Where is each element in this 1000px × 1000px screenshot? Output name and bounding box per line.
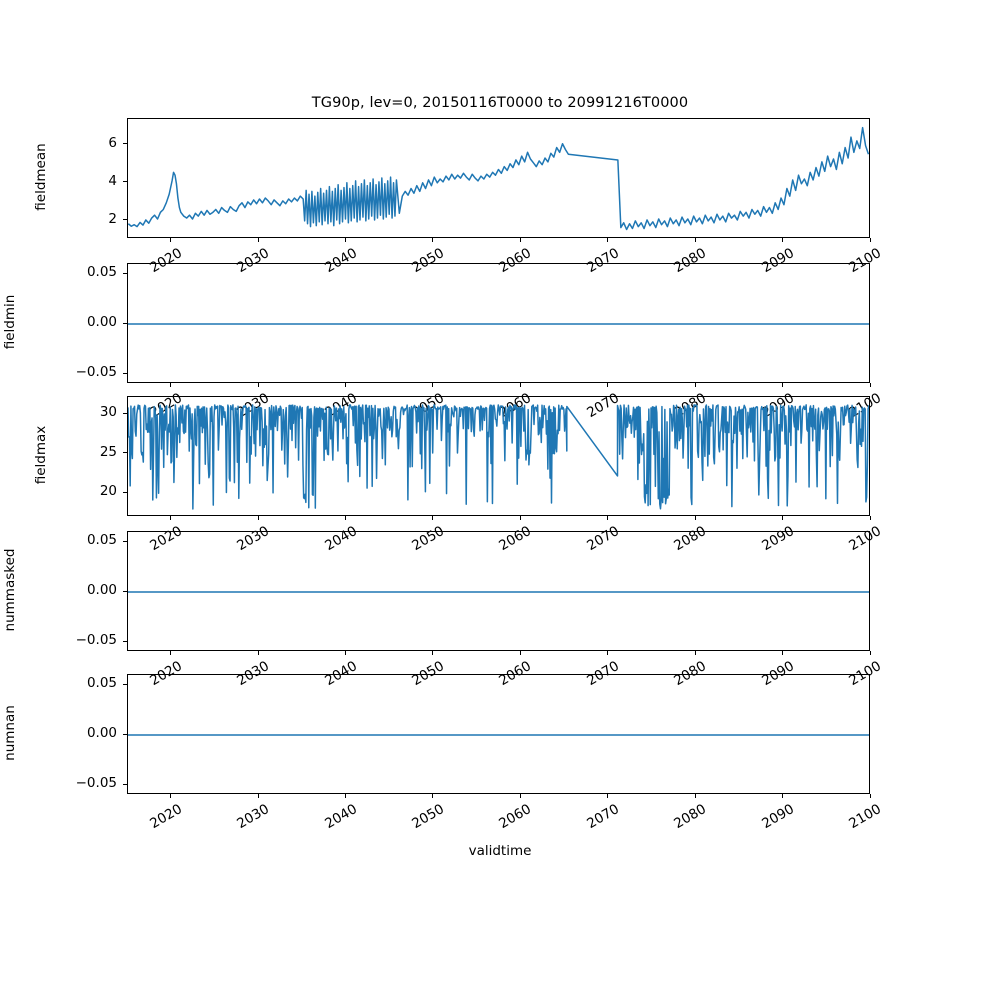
x-tick-mark xyxy=(432,516,434,521)
x-tick-mark xyxy=(345,383,347,388)
figure-title: TG90p, lev=0, 20150116T0000 to 20991216T… xyxy=(311,95,689,111)
y-tick-label: 4 xyxy=(108,172,117,189)
y-tick-mark xyxy=(122,219,127,221)
x-tick-mark xyxy=(782,383,784,388)
x-tick-mark xyxy=(432,651,434,656)
y-tick-mark xyxy=(122,372,127,374)
x-tick-mark xyxy=(345,651,347,656)
x-tick-mark xyxy=(607,516,609,521)
y-tick-label: −0.05 xyxy=(75,775,117,791)
y-tick-label: −0.05 xyxy=(75,632,117,648)
y-tick-label: 0.05 xyxy=(86,532,117,548)
x-tick-mark xyxy=(782,794,784,799)
y-tick-mark xyxy=(122,783,127,785)
x-tick-mark xyxy=(257,383,259,388)
y-tick-label: 0.00 xyxy=(86,582,117,598)
y-axis-label-fieldmean: fieldmean xyxy=(33,143,49,211)
x-tick-mark xyxy=(607,383,609,388)
x-tick-mark xyxy=(869,238,871,243)
x-tick-mark xyxy=(432,238,434,243)
plot-panel-fieldmean xyxy=(127,118,870,238)
x-tick-mark xyxy=(257,238,259,243)
x-tick-mark xyxy=(257,794,259,799)
x-tick-mark xyxy=(694,651,696,656)
x-tick-mark xyxy=(432,383,434,388)
y-axis-label-fieldmax: fieldmax xyxy=(33,425,49,485)
x-tick-mark xyxy=(782,651,784,656)
x-tick-mark xyxy=(519,238,521,243)
y-tick-mark xyxy=(122,733,127,735)
y-tick-mark xyxy=(122,181,127,183)
x-tick-mark xyxy=(694,383,696,388)
y-tick-mark xyxy=(122,322,127,324)
x-tick-mark xyxy=(257,516,259,521)
y-tick-label: 2 xyxy=(108,210,117,227)
x-tick-mark xyxy=(519,794,521,799)
y-tick-label: 6 xyxy=(108,134,117,151)
y-tick-label: 20 xyxy=(99,483,117,500)
plot-panel-numnan xyxy=(127,674,870,794)
x-tick-mark xyxy=(782,516,784,521)
plot-panel-fieldmax xyxy=(127,396,870,516)
y-tick-label: 30 xyxy=(99,404,117,421)
x-tick-mark xyxy=(345,794,347,799)
x-tick-mark xyxy=(519,383,521,388)
x-tick-mark xyxy=(869,651,871,656)
x-tick-mark xyxy=(782,238,784,243)
y-tick-mark xyxy=(122,143,127,145)
y-tick-label: 0.00 xyxy=(86,725,117,741)
x-tick-mark xyxy=(519,651,521,656)
data-line-fieldmean xyxy=(128,126,869,231)
x-tick-mark xyxy=(694,238,696,243)
y-tick-label: 0.00 xyxy=(86,314,117,330)
x-tick-mark xyxy=(345,238,347,243)
x-tick-mark xyxy=(432,794,434,799)
x-tick-mark xyxy=(170,794,172,799)
plot-panel-fieldmin xyxy=(127,263,870,383)
x-tick-mark xyxy=(869,794,871,799)
x-tick-mark xyxy=(519,516,521,521)
y-tick-label: −0.05 xyxy=(75,364,117,380)
x-tick-mark xyxy=(345,516,347,521)
y-tick-mark xyxy=(122,683,127,685)
x-tick-mark xyxy=(257,651,259,656)
y-tick-mark xyxy=(122,272,127,274)
y-tick-mark xyxy=(122,491,127,493)
y-axis-label-fieldmin: fieldmin xyxy=(2,294,18,350)
y-tick-label: 25 xyxy=(99,443,117,460)
x-tick-mark xyxy=(869,516,871,521)
y-tick-label: 0.05 xyxy=(86,264,117,280)
y-tick-mark xyxy=(122,590,127,592)
y-tick-mark xyxy=(122,540,127,542)
y-tick-label: 0.05 xyxy=(86,675,117,691)
x-tick-mark xyxy=(170,516,172,521)
x-tick-mark xyxy=(869,383,871,388)
x-tick-mark xyxy=(607,238,609,243)
y-tick-mark xyxy=(122,412,127,414)
y-tick-mark xyxy=(122,640,127,642)
x-tick-mark xyxy=(170,383,172,388)
x-tick-mark xyxy=(694,516,696,521)
data-line-fieldmax xyxy=(128,404,869,510)
x-axis-label: validtime xyxy=(468,843,532,859)
x-tick-mark xyxy=(170,651,172,656)
y-tick-mark xyxy=(122,452,127,454)
x-tick-mark xyxy=(170,238,172,243)
y-axis-label-nummasked: nummasked xyxy=(2,548,18,632)
x-tick-mark xyxy=(607,651,609,656)
x-tick-mark xyxy=(694,794,696,799)
plot-panel-nummasked xyxy=(127,531,870,651)
x-tick-mark xyxy=(607,794,609,799)
y-axis-label-numnan: numnan xyxy=(2,705,18,761)
